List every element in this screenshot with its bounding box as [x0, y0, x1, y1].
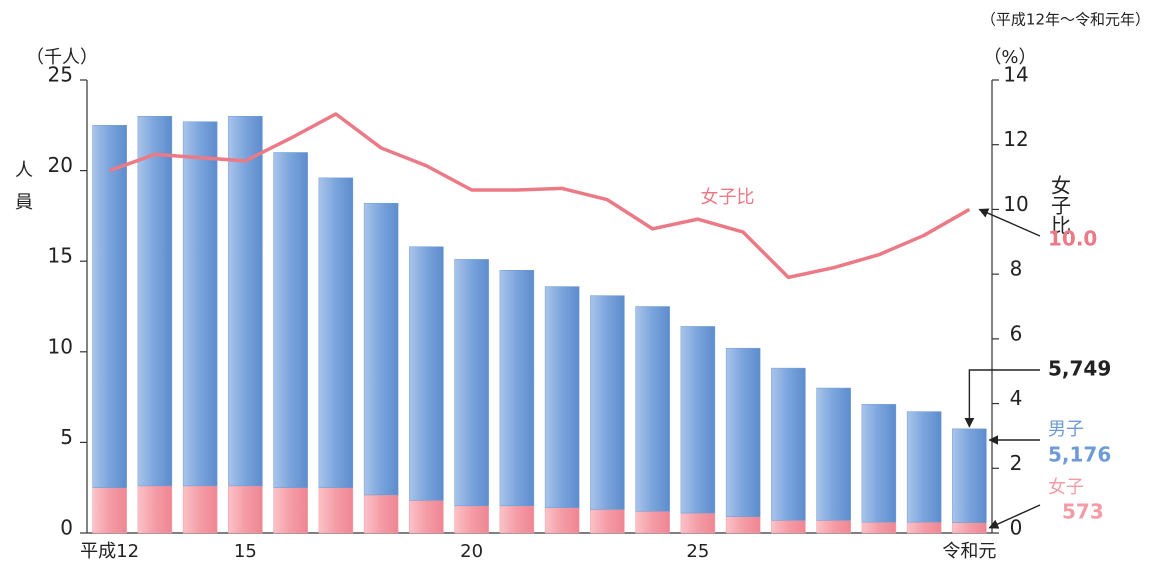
arrow	[988, 504, 1041, 529]
bar-segment	[499, 270, 535, 507]
y-tick-label: 20	[48, 153, 73, 177]
y-tick-label: 5	[60, 425, 73, 449]
bar-segment	[92, 125, 127, 488]
bar-segment	[906, 411, 942, 523]
x-tick-label: 令和元	[942, 541, 996, 562]
bar-segment	[228, 115, 263, 487]
y2-tick-label: 4	[1010, 386, 1023, 410]
bar-segment	[590, 509, 625, 534]
bar-segment	[590, 295, 625, 510]
male-name: 男子	[1048, 419, 1084, 440]
bar-segment	[861, 521, 897, 534]
bar-segment	[544, 507, 580, 534]
bar-segment	[499, 505, 535, 534]
bar-segment	[771, 367, 806, 521]
bar-segment	[725, 516, 761, 534]
arrow	[978, 208, 1041, 237]
subtitle: （平成12年～令和元年）	[981, 11, 1150, 29]
bar-segment	[137, 485, 173, 534]
bar-segment	[906, 521, 942, 534]
bar-segment	[680, 512, 716, 534]
y-tick-label: 15	[48, 244, 73, 268]
bar-segment	[861, 404, 897, 523]
y2-unit: （%）	[983, 47, 1036, 68]
y-tick-label: 0	[60, 516, 73, 540]
male-label: 5,176	[1048, 443, 1111, 467]
bar-segment	[137, 115, 173, 487]
bar-segment	[816, 520, 851, 534]
bar-segment	[273, 487, 308, 534]
bar-segment	[635, 511, 670, 534]
bar-segment	[182, 121, 218, 487]
bar-segment	[409, 246, 444, 501]
bar-segment	[771, 520, 806, 534]
female-name: 女子	[1048, 477, 1084, 498]
bar-segment	[635, 306, 670, 512]
bar-segment	[952, 428, 987, 523]
y2-tick-label: 0	[1010, 516, 1023, 540]
bar-segment	[409, 500, 444, 534]
bar-segment	[363, 202, 399, 496]
bar-segment	[544, 286, 580, 508]
y2-tick-label: 14	[1003, 63, 1028, 87]
ratio-label: 10.0	[1048, 227, 1097, 251]
y2-tick-label: 8	[1010, 257, 1023, 281]
y2-tick-label: 2	[1010, 451, 1023, 475]
x-tick-label: 15	[234, 541, 257, 562]
y-unit: （千人）	[26, 47, 98, 68]
total-label: 5,749	[1048, 357, 1111, 381]
arrow	[964, 369, 1040, 428]
bar-segment	[318, 177, 354, 488]
y-tick-label: 10	[48, 334, 73, 358]
bar-segment	[454, 259, 489, 507]
bar-segment	[182, 485, 218, 534]
y2-label: 女子比	[1048, 175, 1072, 235]
bar-segment	[725, 347, 761, 517]
bar-segment	[92, 487, 127, 534]
bar-segment	[318, 487, 354, 534]
bar-segment	[363, 494, 399, 534]
x-tick-label: 25	[686, 541, 709, 562]
y2-tick-label: 12	[1003, 127, 1028, 151]
bar-segment	[680, 326, 716, 514]
female-label: 573	[1062, 500, 1104, 524]
x-tick-label: 20	[460, 541, 483, 562]
bar-segment	[816, 387, 851, 521]
ratio-line	[109, 112, 971, 280]
y2-tick-label: 6	[1010, 321, 1023, 345]
bar-segment	[228, 485, 263, 534]
x-tick-label: 平成12	[80, 541, 139, 562]
y-label: 人員	[12, 160, 33, 224]
bar-segment	[952, 522, 987, 534]
bar-segment	[454, 505, 489, 534]
bar-segment	[273, 152, 308, 488]
line-label: 女子比	[701, 187, 755, 208]
y2-tick-label: 10	[1003, 192, 1028, 216]
y-tick-label: 25	[48, 63, 73, 87]
